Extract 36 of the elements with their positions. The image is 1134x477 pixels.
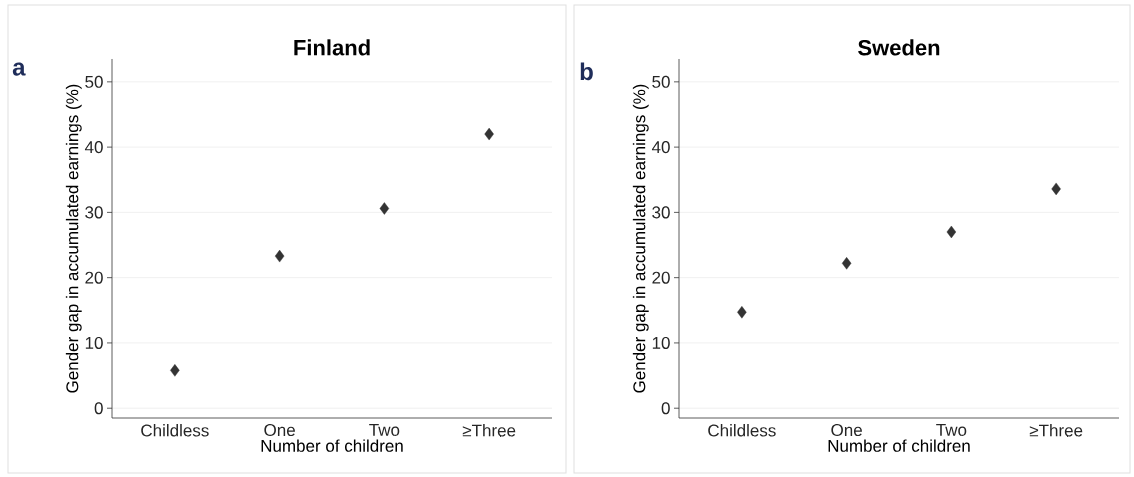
point xyxy=(946,225,957,239)
x-axis-title: Number of children xyxy=(261,439,403,452)
point xyxy=(1051,182,1061,196)
y-axis-title: Gender gap in accumulated earnings (%) xyxy=(632,84,649,393)
point xyxy=(379,202,390,215)
x-tick-label: Childless xyxy=(708,424,776,437)
y-tick-label: 20 xyxy=(652,271,670,284)
point xyxy=(484,127,494,141)
chart-title: Sweden xyxy=(858,39,940,56)
y-tick-label: 40 xyxy=(84,141,103,154)
y-tick-label: 0 xyxy=(94,402,103,415)
y-tick-label: 50 xyxy=(652,75,670,88)
chart-title: Finland xyxy=(294,39,370,56)
x-tick-label: Two xyxy=(369,424,400,436)
y-tick-label: 0 xyxy=(661,402,670,415)
x-axis-title: Number of children xyxy=(828,439,970,452)
x-tick-label: ≥Three xyxy=(462,424,516,437)
y-tick-label: 50 xyxy=(85,75,103,88)
point xyxy=(170,364,180,377)
y-tick-label: 30 xyxy=(652,206,670,219)
x-tick-label: Two xyxy=(936,424,967,436)
y-tick-label: 30 xyxy=(85,206,103,219)
x-tick-label: One xyxy=(264,424,295,437)
y-tick-label: 10 xyxy=(85,336,103,349)
y-tick-label: 20 xyxy=(85,271,103,284)
y-axis-title: Gender gap in accumulated earnings (%) xyxy=(65,84,82,393)
point xyxy=(841,257,852,270)
text: b xyxy=(580,62,593,81)
x-tick-label: One xyxy=(831,424,862,437)
y-tick-label: 10 xyxy=(652,336,670,349)
text: a xyxy=(12,62,26,76)
y-tick-label: 40 xyxy=(651,141,670,154)
x-tick-label: ≥Three xyxy=(1029,424,1083,437)
point xyxy=(274,249,285,263)
x-tick-label: Childless xyxy=(141,424,209,437)
point xyxy=(737,306,747,319)
